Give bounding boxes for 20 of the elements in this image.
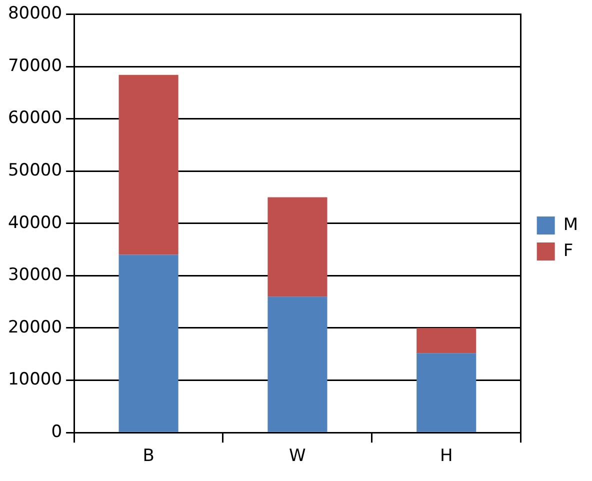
y-tick-label: 40000 [8, 212, 62, 233]
bar [118, 254, 178, 432]
y-tick-label: 20000 [8, 317, 62, 338]
x-tick-label: H [440, 446, 453, 466]
bar [268, 296, 328, 432]
y-tick-label: 0 [51, 422, 62, 442]
bar [268, 197, 328, 297]
y-tick-label: 60000 [8, 108, 62, 128]
bar [416, 353, 476, 432]
y-tick-label: 10000 [8, 370, 62, 390]
y-tick-label: 80000 [8, 4, 62, 24]
y-tick-label: 30000 [8, 265, 62, 286]
legend-label: M [563, 214, 578, 235]
legend-label: F [563, 240, 574, 261]
y-tick-label: 50000 [8, 160, 62, 181]
y-tick-label: 70000 [8, 56, 62, 76]
bar [416, 328, 476, 354]
bar [118, 74, 178, 255]
x-tick-label: B [142, 446, 154, 466]
x-tick-label: W [289, 446, 306, 466]
